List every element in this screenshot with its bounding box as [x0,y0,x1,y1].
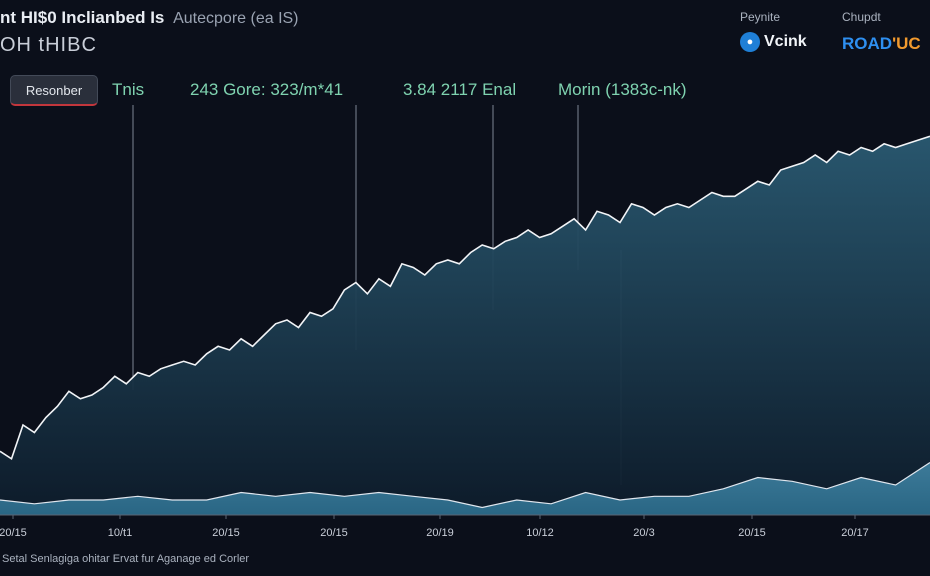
brand-b-logo[interactable]: ROAD'UC [842,34,921,54]
x-tick-label: 10/12 [526,527,554,539]
series-1-line [0,135,930,461]
legend-button[interactable]: Resonber [10,75,98,106]
brand-a-caption: Peynite [740,10,781,24]
x-tick-label: 20/15 [212,527,240,539]
globe-logo-icon: ● [740,32,760,52]
chart-subtitle: Autecpore (ea IS) [173,10,299,27]
footer-text: Setal Senlagiga ohitar Ervat fur Aganage… [2,553,250,565]
chart-title-text: nt HI$0 Inclianbed Is [0,8,165,27]
brand-a-name: Vcink [764,33,807,50]
brand-b-name: ROAD [842,34,893,53]
series-1-area [0,136,930,516]
brand-b-accent: 'UC [892,34,921,53]
x-tick-label: 20/15 [0,527,27,539]
brand-a-logo[interactable]: ● Vcink [740,32,807,52]
chart-title: nt HI$0 Inclianbed Is Autecpore (ea IS) [0,8,299,28]
x-tick-label: 20/15 [320,527,348,539]
annotation-3: 3.84 2117 Enal [403,80,517,99]
x-tick-label: 20/19 [426,527,454,539]
annotation-4: Morin (1383c-nk) [558,80,687,99]
annotation-2: 243 Gore: 323/m*41 [190,80,344,99]
annotation-1: Tnis [112,80,145,99]
x-tick-label: 20/3 [633,527,654,539]
series-2-line [0,461,930,509]
x-tick-label: 10/t1 [108,527,132,539]
ticker-code: OH tHIBC [0,34,97,56]
series-2-area [0,462,930,515]
brand-b-caption: Chupdt [842,10,881,24]
x-tick-label: 20/15 [738,527,766,539]
x-tick-label: 20/17 [841,527,869,539]
